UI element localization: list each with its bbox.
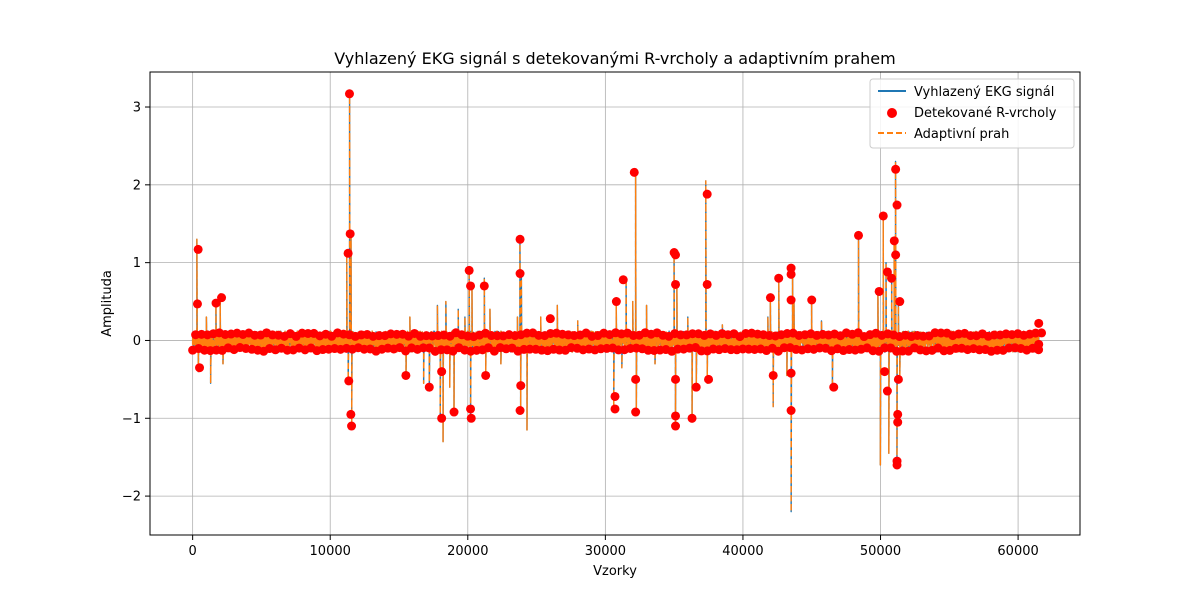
r-peak-marker — [786, 263, 796, 273]
r-peak-marker — [1034, 318, 1044, 328]
r-peak-marker — [195, 363, 205, 373]
r-peak-marker — [891, 164, 901, 174]
y-tick-label: 3 — [133, 101, 141, 116]
y-tick-label: −2 — [122, 490, 141, 505]
r-peak-marker — [891, 250, 901, 260]
x-tick-label: 0 — [189, 544, 197, 559]
r-peak-marker — [479, 281, 489, 291]
r-peak-marker — [1034, 339, 1044, 349]
x-axis-ticks: 0 10000 20000 30000 40000 50000 60000 — [189, 535, 1039, 559]
y-axis-ticks: −2 −1 0 1 2 3 — [122, 101, 150, 505]
r-peak-marker — [344, 89, 354, 99]
r-peak-marker — [691, 382, 701, 392]
x-tick-label: 10000 — [310, 544, 351, 559]
legend-peaks-swatch — [887, 108, 897, 118]
r-peak-marker — [481, 370, 491, 380]
legend-signal-label: Vyhlazený EKG signál — [914, 85, 1054, 100]
r-peak-marker — [466, 413, 476, 423]
r-peak-marker — [671, 374, 681, 384]
legend-box — [869, 78, 1075, 149]
y-tick-label: 1 — [133, 256, 141, 271]
y-tick-label: 2 — [133, 178, 141, 193]
r-peak-marker — [192, 299, 202, 309]
r-peak-marker — [704, 374, 714, 384]
r-peak-marker — [786, 406, 796, 415]
r-peak-marker — [424, 382, 434, 392]
r-peak-marker — [893, 409, 903, 419]
r-peak-marker — [515, 234, 525, 244]
r-peak-marker — [631, 374, 641, 384]
r-peak-marker — [347, 421, 357, 431]
r-peak-marker — [464, 265, 474, 275]
r-peak-marker — [1037, 328, 1047, 338]
r-peak-marker — [786, 368, 796, 378]
r-peak-marker — [671, 421, 681, 431]
r-peak-marker — [880, 367, 890, 377]
r-peak-marker — [895, 297, 905, 307]
r-peak-marker — [516, 381, 526, 391]
r-peak-marker — [217, 293, 227, 303]
r-peak-marker — [449, 407, 459, 417]
r-peak-marker — [768, 370, 778, 380]
r-peak-marker — [786, 269, 796, 279]
x-tick-label: 50000 — [860, 544, 901, 559]
r-peak-marker — [878, 211, 888, 221]
r-peak-marker — [618, 275, 628, 285]
r-peak-marker — [611, 297, 621, 307]
r-peak-marker — [515, 406, 525, 415]
r-peak-marker — [829, 382, 839, 392]
x-tick-label: 30000 — [585, 544, 626, 559]
r-peak-marker — [882, 386, 892, 396]
r-peak-marker — [671, 279, 681, 289]
y-axis-label: Amplituda — [100, 270, 115, 337]
r-peak-marker — [610, 391, 620, 401]
legend-threshold-label: Adaptivní prah — [914, 127, 1009, 142]
y-tick-label: −1 — [122, 412, 141, 427]
x-tick-label: 40000 — [722, 544, 763, 559]
r-peak-marker — [193, 244, 203, 254]
plot-frame — [149, 71, 1081, 536]
r-peak-marker — [892, 200, 902, 210]
r-peak-marker — [437, 413, 447, 423]
r-peak-marker — [854, 230, 864, 240]
r-peak-marker — [893, 417, 903, 427]
r-peak-marker — [515, 269, 525, 279]
r-peak-marker — [211, 298, 221, 308]
r-peak-marker — [892, 460, 902, 470]
r-peak-marker — [401, 370, 411, 380]
r-peak-marker — [345, 229, 355, 239]
r-peak-marker — [610, 404, 620, 414]
r-peak-marker — [343, 248, 353, 258]
legend-peaks-label: Detekované R-vrcholy — [914, 106, 1057, 121]
r-peak-marker — [344, 376, 354, 386]
r-peak-marker — [671, 250, 681, 260]
r-peak-marker — [346, 409, 356, 419]
x-axis-label: Vzorky — [593, 564, 637, 579]
peaks-series — [188, 89, 1047, 470]
r-peak-marker — [702, 279, 712, 289]
r-peak-marker — [893, 374, 903, 384]
r-peak-marker — [629, 167, 639, 177]
r-peak-marker — [887, 273, 897, 283]
r-peak-marker — [671, 411, 681, 421]
chart-title: Vyhlazený EKG signál s detekovanými R-vr… — [334, 49, 895, 68]
r-peak-marker — [774, 273, 784, 283]
r-peak-marker — [702, 189, 712, 199]
legend: Vyhlazený EKG signál Detekované R-vrchol… — [869, 78, 1075, 149]
r-peak-marker — [687, 413, 697, 423]
y-tick-label: 0 — [133, 334, 141, 349]
r-peak-marker — [545, 314, 555, 324]
x-tick-label: 60000 — [997, 544, 1038, 559]
r-peak-marker — [889, 236, 899, 246]
r-peak-marker — [631, 407, 641, 417]
x-tick-label: 20000 — [447, 544, 488, 559]
r-peak-marker — [807, 295, 817, 305]
r-peak-marker — [874, 286, 884, 296]
r-peak-marker — [437, 367, 447, 377]
r-peak-marker — [786, 295, 796, 305]
r-peak-marker — [466, 404, 476, 414]
r-peak-marker — [466, 281, 476, 291]
r-peak-marker — [765, 293, 775, 303]
